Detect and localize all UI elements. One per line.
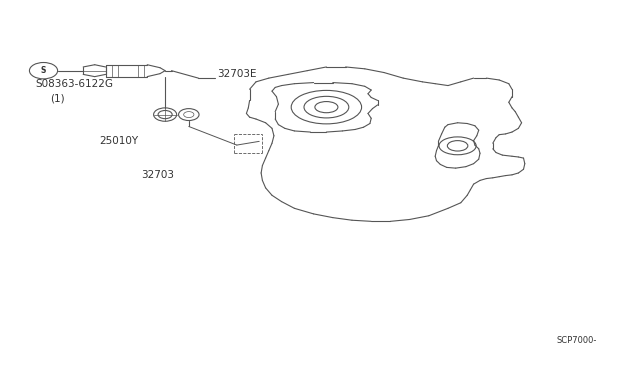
- Text: S: S: [41, 66, 46, 75]
- Text: 25010Y: 25010Y: [99, 137, 138, 146]
- Text: S08363-6122G: S08363-6122G: [35, 79, 113, 89]
- Text: SCP7000-: SCP7000-: [557, 336, 597, 345]
- Text: 32703E: 32703E: [218, 70, 257, 79]
- Text: (1): (1): [50, 94, 65, 103]
- Text: 32703: 32703: [141, 170, 174, 180]
